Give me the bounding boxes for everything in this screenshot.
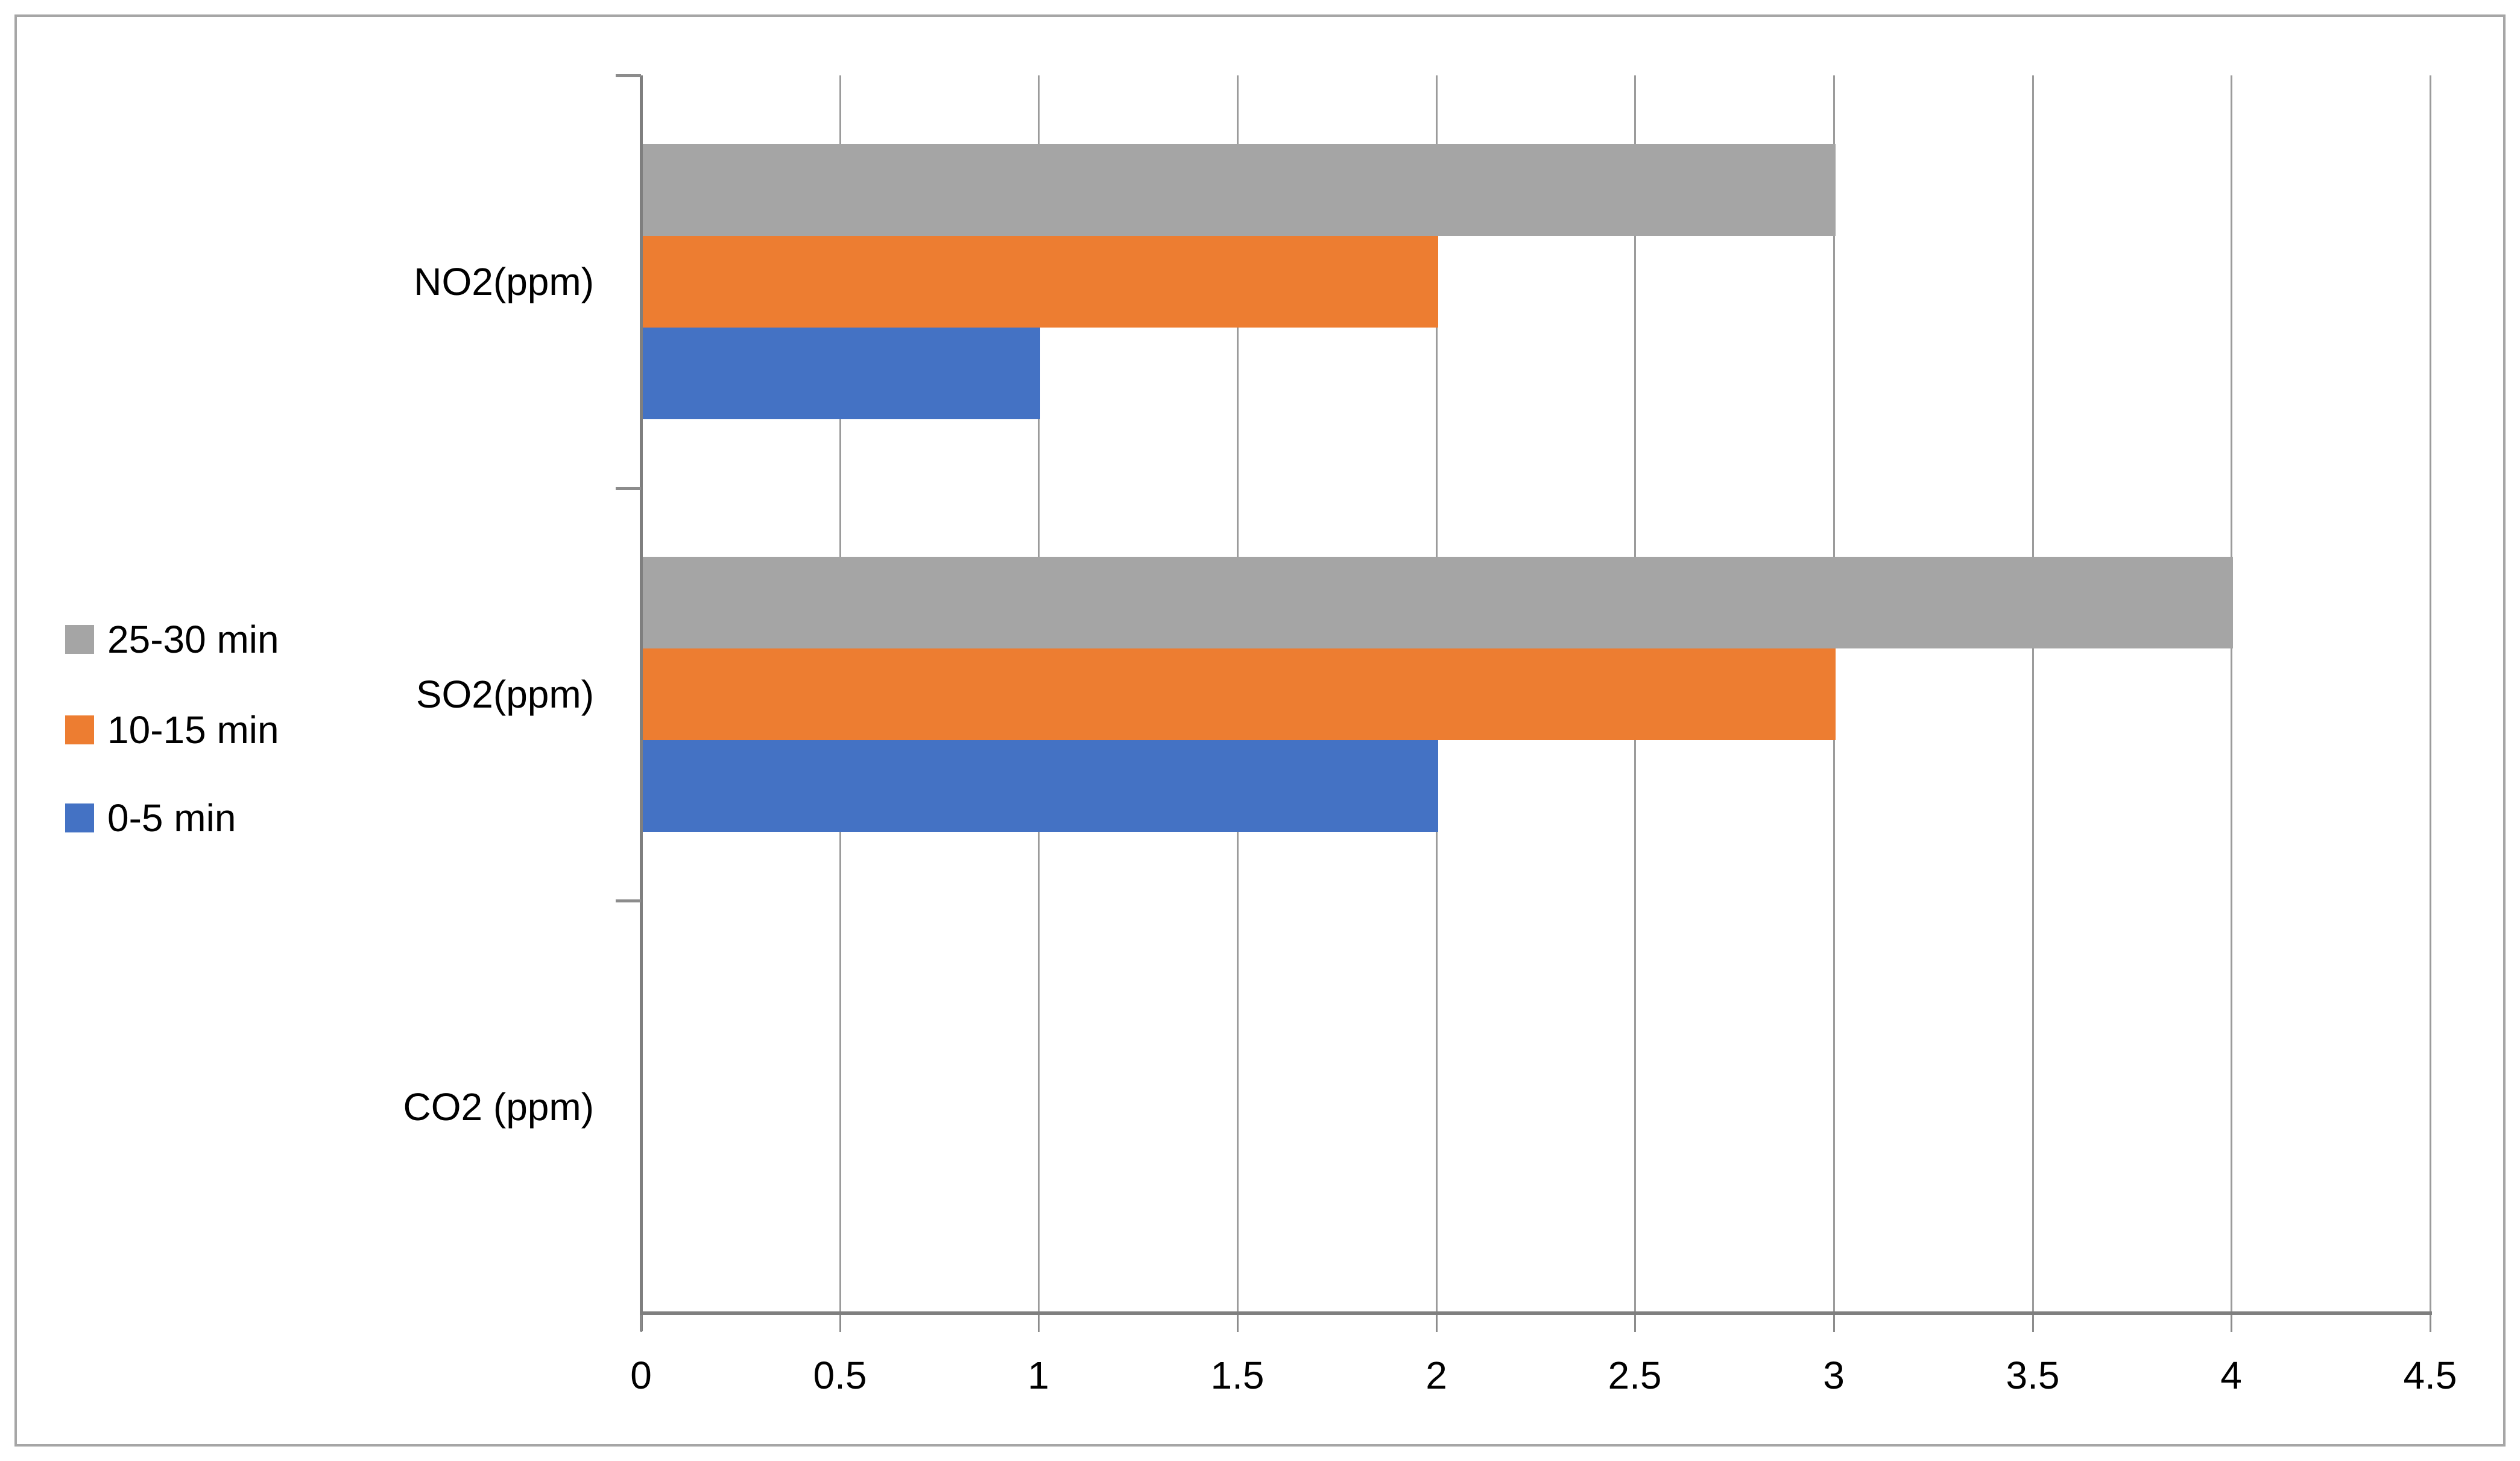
x-axis-tick	[640, 1315, 642, 1332]
x-axis-tick	[1833, 1315, 1835, 1332]
legend-swatch-25-30-min	[65, 625, 94, 654]
legend-item: 0-5 min	[65, 794, 236, 842]
gridline	[2032, 75, 2034, 1313]
category-axis-line	[640, 75, 643, 1331]
x-axis-tick	[1634, 1315, 1636, 1332]
legend-swatch-10-15-min	[65, 715, 94, 744]
x-tick-label-4.5: 4.5	[2403, 1354, 2457, 1397]
x-axis-tick	[2430, 1315, 2431, 1332]
x-tick-label-0: 0	[630, 1354, 652, 1397]
x-tick-label-4: 4	[2220, 1354, 2242, 1397]
x-axis-tick	[1237, 1315, 1239, 1332]
bar-25-30-min-so2-ppm-	[643, 557, 2233, 648]
x-axis-tick	[839, 1315, 841, 1332]
x-tick-label-2.5: 2.5	[1608, 1354, 1662, 1397]
x-tick-label-2: 2	[1426, 1354, 1447, 1397]
x-axis-tick	[1038, 1315, 1040, 1332]
gridline	[2430, 75, 2431, 1313]
bar-10-15-min-so2-ppm-	[643, 648, 1836, 740]
legend-label: 0-5 min	[107, 796, 236, 840]
legend-item: 10-15 min	[65, 706, 279, 754]
x-axis-tick	[1436, 1315, 1438, 1332]
x-tick-label-1.5: 1.5	[1210, 1354, 1265, 1397]
bar-10-15-min-no2-ppm-	[643, 236, 1438, 328]
x-axis-tick	[2231, 1315, 2232, 1332]
category-label-no2: NO2(ppm)	[414, 260, 594, 303]
value-axis-line	[640, 1311, 2432, 1315]
legend-item: 25-30 min	[65, 615, 279, 664]
y-axis-tick	[616, 487, 641, 490]
bar-0-5-min-so2-ppm-	[643, 740, 1438, 832]
bar-25-30-min-no2-ppm-	[643, 144, 1836, 236]
y-axis-tick	[616, 899, 641, 902]
legend-label: 10-15 min	[107, 708, 279, 752]
category-label-co2: CO2 (ppm)	[403, 1085, 595, 1129]
x-tick-label-3.5: 3.5	[2006, 1354, 2060, 1397]
x-tick-label-1: 1	[1028, 1354, 1049, 1397]
x-tick-label-3: 3	[1823, 1354, 1845, 1397]
legend-label: 25-30 min	[107, 618, 279, 661]
category-label-so2: SO2(ppm)	[415, 673, 594, 716]
y-axis-tick	[616, 74, 641, 77]
x-axis-tick	[2032, 1315, 2034, 1332]
x-tick-label-0.5: 0.5	[813, 1354, 867, 1397]
legend-swatch-0-5-min	[65, 803, 94, 832]
bar-0-5-min-no2-ppm-	[643, 328, 1040, 419]
gridline	[2231, 75, 2232, 1313]
plot-area	[641, 75, 2431, 1313]
